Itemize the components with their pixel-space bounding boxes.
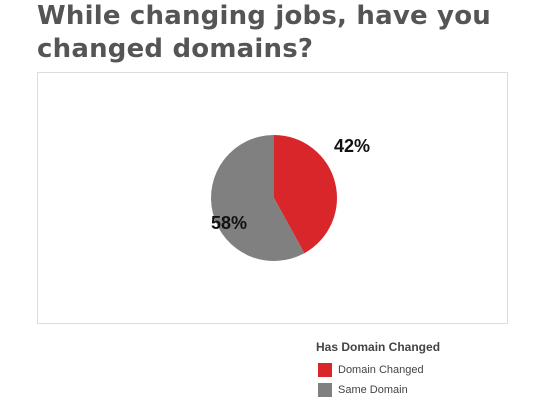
pie-chart: 42% 58% — [211, 135, 370, 261]
legend-swatch-domain-changed — [318, 363, 332, 377]
pie-slice-same-domain[interactable] — [211, 135, 305, 261]
legend-label-same-domain: Same Domain — [338, 384, 408, 396]
legend-item-domain-changed[interactable]: Domain Changed — [316, 360, 516, 380]
legend-item-same-domain[interactable]: Same Domain — [316, 380, 516, 400]
chart-title: While changing jobs, have you changed do… — [37, 1, 491, 64]
legend-label-domain-changed: Domain Changed — [338, 364, 424, 376]
slice-label-same-domain: 58% — [211, 213, 247, 233]
slice-label-domain-changed: 42% — [334, 136, 370, 156]
legend-swatch-same-domain — [318, 383, 332, 397]
chart-area: 42% 58% — [37, 72, 508, 324]
legend: Has Domain Changed Domain Changed Same D… — [316, 339, 516, 400]
pie-slice-domain-changed[interactable] — [274, 135, 337, 254]
legend-title: Has Domain Changed — [316, 340, 441, 354]
